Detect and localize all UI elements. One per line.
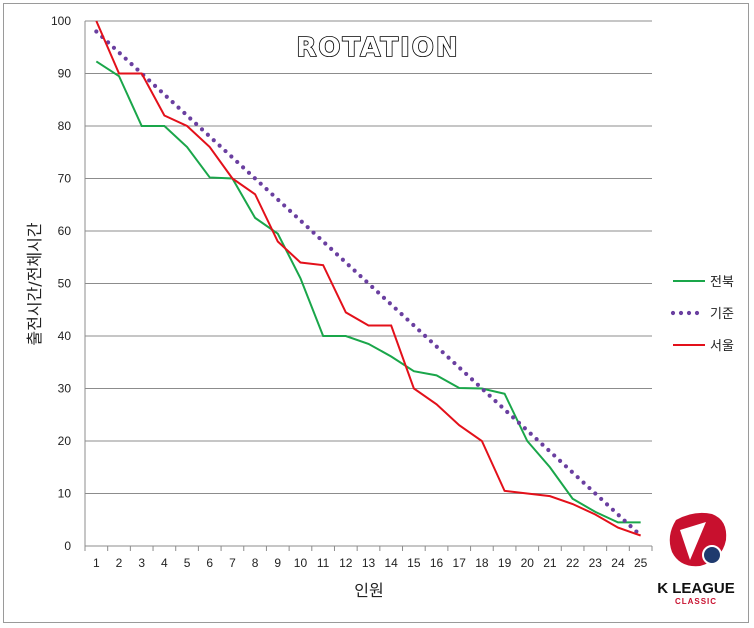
- x-tick-label: 1: [93, 556, 100, 570]
- x-tick-label: 4: [161, 556, 168, 570]
- k-league-logo: K LEAGUE CLASSIC: [657, 512, 735, 606]
- y-tick-labels: 0 10 20 30 40 50 60 70 80 90 100: [51, 14, 71, 553]
- x-tick-label: 19: [498, 556, 512, 570]
- y-tick-label: 40: [58, 329, 72, 343]
- x-tick-label: 9: [274, 556, 281, 570]
- x-axis-label: 인원: [354, 581, 383, 600]
- x-tick-label: 22: [566, 556, 580, 570]
- x-tick-label: 15: [407, 556, 421, 570]
- chart-title: ROTATION: [296, 33, 459, 63]
- y-axis-label: 출전시간/전체시간: [25, 222, 44, 345]
- x-tick-label: 10: [294, 556, 308, 570]
- logo-emblem-swoosh: [680, 522, 706, 560]
- x-tick-label: 18: [475, 556, 489, 570]
- y-tick-label: 20: [58, 434, 72, 448]
- x-tick-label: 11: [317, 556, 330, 570]
- legend-label-기준: 기준: [710, 307, 734, 322]
- x-tick-label: 16: [430, 556, 444, 570]
- axes: [84, 21, 653, 551]
- x-tick-label: 8: [252, 556, 259, 570]
- series-lines: [94, 20, 643, 538]
- y-tick-label: 50: [58, 277, 72, 291]
- x-tick-label: 20: [521, 556, 535, 570]
- x-tick-label: 12: [339, 556, 353, 570]
- x-tick-label: 6: [206, 556, 213, 570]
- x-tick-labels: 1 2 3 4 5 6 7 8 9 10 11 12 13 14 15 16 17 18 19 20 21 22 23 24 2…: [93, 556, 648, 570]
- x-tick-label: 2: [116, 556, 123, 570]
- x-tick-label: 21: [543, 556, 557, 570]
- y-tick-label: 30: [58, 382, 72, 396]
- series-line-전북: [95, 60, 641, 524]
- series-line-서울: [95, 20, 641, 537]
- x-tick-label: 5: [184, 556, 191, 570]
- x-tick-label: 24: [611, 556, 625, 570]
- y-tick-label: 0: [64, 539, 71, 553]
- y-tick-label: 60: [58, 224, 72, 238]
- logo-sub-text: CLASSIC: [675, 597, 717, 606]
- y-tick-label: 90: [58, 67, 72, 81]
- x-tick-label: 14: [385, 556, 399, 570]
- x-tick-label: 3: [138, 556, 145, 570]
- x-tick-label: 7: [229, 556, 236, 570]
- legend-label-전북: 전북: [710, 275, 734, 290]
- y-tick-label: 10: [58, 487, 72, 501]
- logo-ball-icon: [702, 545, 722, 565]
- grid-lines: [85, 20, 652, 494]
- y-tick-label: 80: [58, 119, 72, 133]
- x-tick-label: 23: [589, 556, 603, 570]
- logo-brand-text: K LEAGUE: [657, 580, 735, 597]
- x-tick-label: 17: [453, 556, 467, 570]
- legend-label-서울: 서울: [710, 339, 734, 354]
- y-tick-label: 100: [51, 14, 71, 28]
- x-tick-label: 13: [362, 556, 376, 570]
- y-tick-label: 70: [58, 172, 72, 186]
- x-tick-label: 25: [634, 556, 648, 570]
